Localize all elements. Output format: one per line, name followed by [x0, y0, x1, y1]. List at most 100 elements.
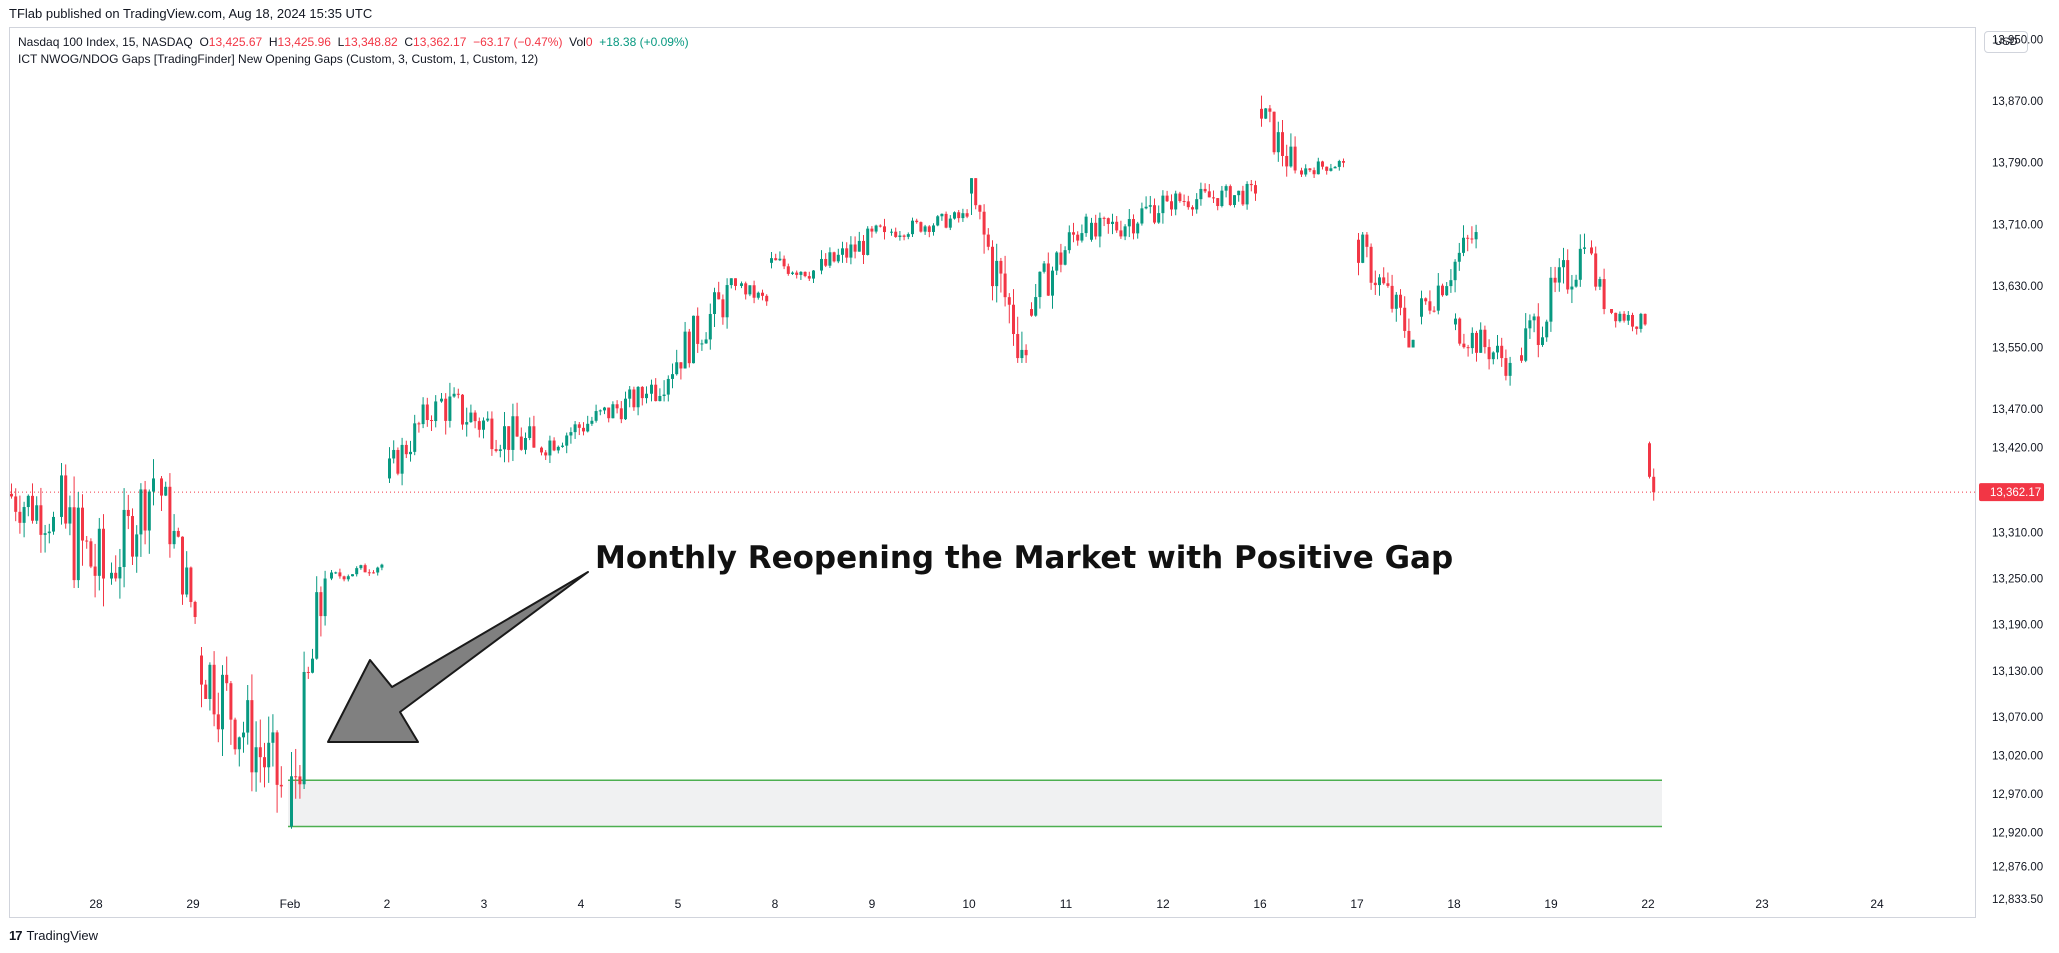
candle-body [982, 211, 986, 235]
candle-body [1614, 312, 1618, 322]
candle-body [1072, 232, 1075, 235]
candle-body [444, 398, 448, 421]
candle-body [1220, 190, 1224, 207]
candle-body [778, 258, 782, 261]
y-tick-label: 13,420.00 [1992, 443, 2043, 455]
candle-body [409, 451, 412, 455]
y-tick-label: 13,130.00 [1992, 666, 2043, 678]
candle-body [200, 655, 203, 685]
candle-body [1648, 443, 1651, 477]
chart-frame[interactable] [9, 27, 1976, 918]
candle-body [1578, 248, 1582, 280]
candle-body [932, 225, 935, 232]
candle-body [1466, 347, 1470, 349]
candle-body [853, 244, 857, 252]
candle-body [338, 572, 342, 577]
tradingview-logo[interactable]: 17 TradingView [9, 928, 98, 943]
y-tick-label: 12,876.00 [1992, 861, 2043, 873]
candle-body [957, 212, 961, 219]
candle-body [1051, 270, 1054, 296]
high-label: H [268, 35, 278, 49]
candle-body [713, 292, 716, 314]
candle-body [565, 435, 569, 446]
currency-button[interactable]: USD [1984, 31, 2028, 53]
low-label: L [337, 35, 345, 49]
candle-body [76, 507, 80, 581]
volume-change: +18.38 (+0.09%) [599, 35, 689, 49]
candle-body [511, 416, 515, 450]
candle-body [700, 343, 704, 345]
candle-body [254, 747, 258, 773]
candle-body [258, 747, 262, 758]
candle-body [246, 700, 250, 733]
candle-body [1549, 277, 1553, 322]
candle-body [97, 528, 101, 576]
candle-body [1457, 252, 1461, 262]
candle-body [552, 440, 556, 451]
candle-body [1293, 146, 1297, 171]
candle-body [1161, 195, 1165, 214]
candle-body [1268, 108, 1272, 112]
candle-body [298, 776, 302, 785]
candle-body [1165, 195, 1169, 202]
candle-body [948, 218, 952, 228]
candle-body [832, 252, 836, 262]
candle-body [176, 530, 180, 537]
candle-body [582, 427, 585, 432]
candle-body [1411, 339, 1415, 348]
candle-body [1483, 329, 1487, 348]
y-tick-label: 13,470.00 [1992, 404, 2043, 416]
y-tick-label: 13,190.00 [1992, 620, 2043, 632]
candle-body [294, 776, 298, 778]
candle-body [122, 509, 126, 568]
candle-body [603, 407, 606, 411]
candle-body [1245, 183, 1249, 205]
candle-body [1016, 334, 1020, 359]
candle-body [590, 420, 594, 424]
symbol-legend[interactable]: Nasdaq 100 Index, 15, NASDAQ O13,425.67 … [18, 35, 689, 49]
candle-body [761, 292, 764, 296]
candle-body [883, 226, 886, 233]
candle-body [774, 258, 778, 261]
candle-body [85, 540, 89, 542]
candle-body [911, 220, 914, 235]
y-tick-label: 12,970.00 [1992, 789, 2043, 801]
candle-body [577, 424, 581, 428]
candle-body [598, 410, 602, 412]
candle-body [1090, 222, 1093, 240]
candle-body [519, 436, 523, 450]
candle-body [152, 478, 155, 492]
candle-body [708, 313, 712, 340]
indicator-legend[interactable]: ICT NWOG/NDOG Gaps [TradingFinder] New O… [18, 52, 539, 66]
candle-body [1590, 247, 1593, 254]
candle-body [469, 412, 473, 423]
candle-body [1046, 263, 1050, 296]
candle-body [607, 407, 611, 419]
candle-body [927, 226, 931, 232]
candle-body [279, 784, 283, 787]
candle-body [1652, 476, 1656, 493]
candle-body [1186, 201, 1190, 208]
candle-body [1373, 282, 1377, 286]
candle-body [1337, 161, 1341, 167]
candle-body [1545, 321, 1549, 338]
x-tick-label: 28 [89, 897, 103, 911]
candle-body [857, 240, 861, 252]
candle-body [615, 404, 619, 409]
candle-body [434, 401, 438, 422]
candle-body [1034, 297, 1038, 316]
candle-body [894, 231, 898, 237]
candle-body [1144, 206, 1148, 209]
candle-body [515, 416, 519, 437]
candle-body [212, 664, 216, 715]
candle-body [323, 578, 327, 617]
candle-body [359, 565, 363, 569]
y-tick-label: 13,790.00 [1992, 158, 2043, 170]
y-tick-label: 13,950.00 [1992, 35, 2043, 47]
candle-body [1462, 343, 1466, 348]
candle-body [1570, 286, 1574, 290]
candle-body [1042, 263, 1046, 272]
symbol-name[interactable]: Nasdaq 100 Index, 15, NASDAQ [18, 35, 193, 49]
candle-body [1055, 252, 1059, 271]
